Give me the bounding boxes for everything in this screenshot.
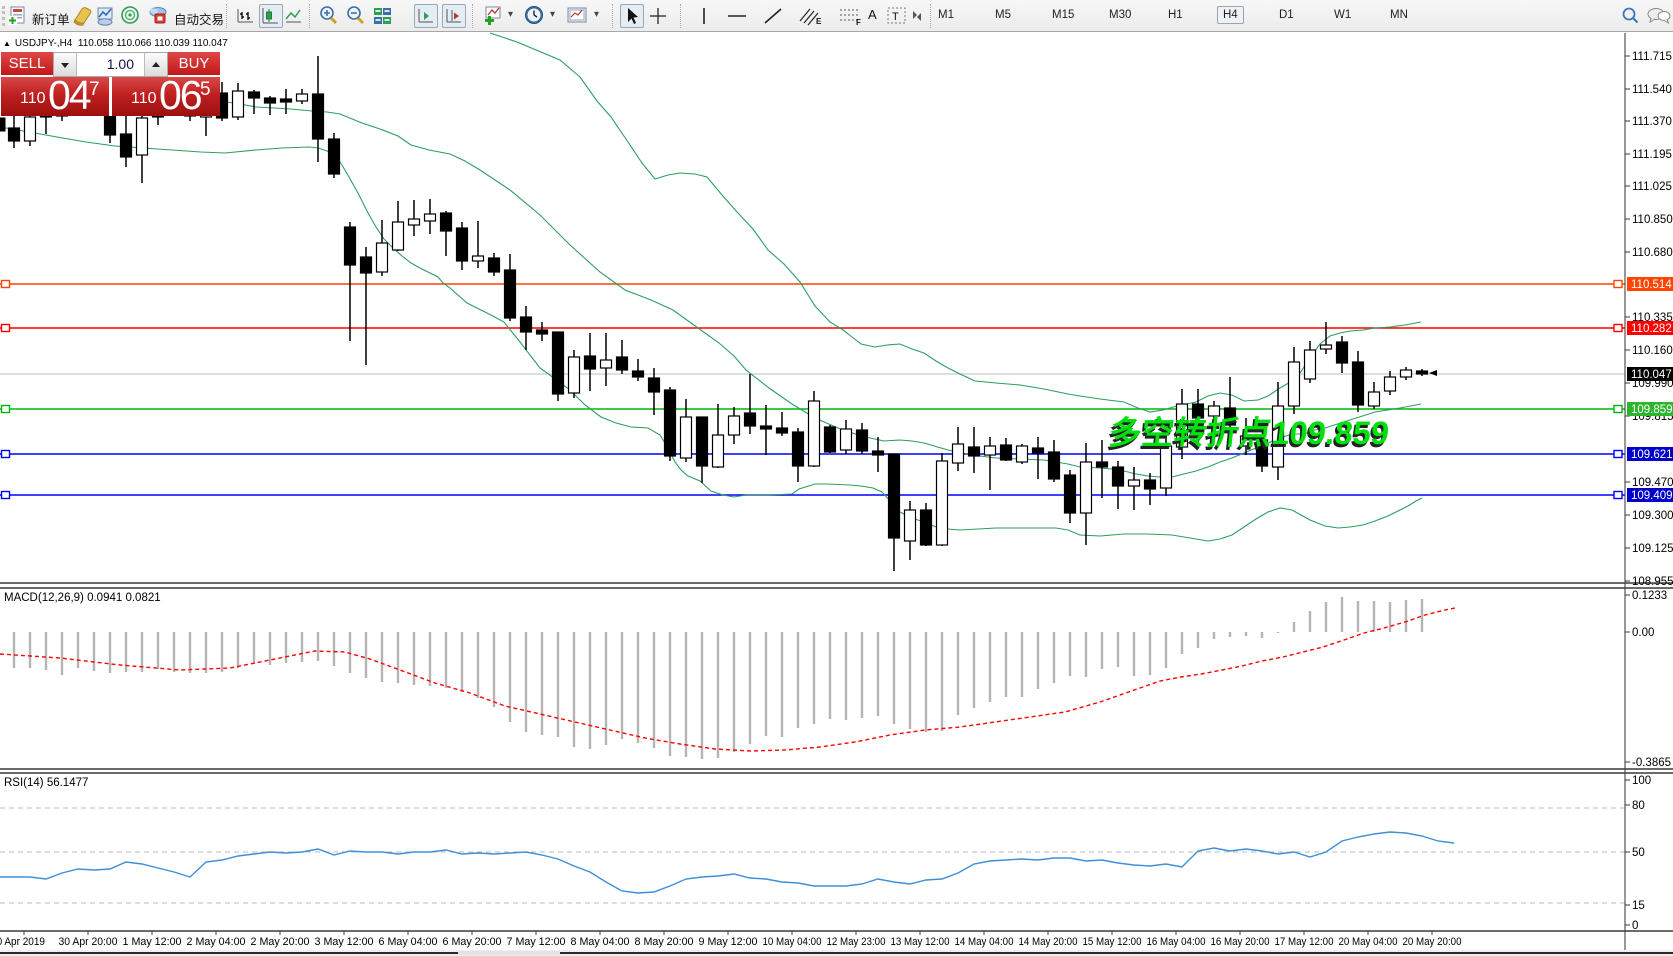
- svg-text:0.1233: 0.1233: [1632, 590, 1667, 602]
- svg-text:1 May 12:00: 1 May 12:00: [123, 936, 182, 948]
- svg-text:110.047: 110.047: [1631, 369, 1672, 381]
- svg-text:13 May 12:00: 13 May 12:00: [891, 936, 950, 948]
- svg-text:3 May 12:00: 3 May 12:00: [315, 936, 374, 948]
- svg-text:0: 0: [1632, 920, 1638, 932]
- svg-text:80: 80: [1632, 800, 1645, 812]
- svg-text:16 May 20:00: 16 May 20:00: [1211, 936, 1270, 948]
- svg-text:108.955: 108.955: [1632, 576, 1673, 588]
- svg-text:T: T: [892, 11, 899, 23]
- svg-text:109.125: 109.125: [1632, 543, 1673, 555]
- svg-text:15 May 12:00: 15 May 12:00: [1083, 936, 1142, 948]
- svg-text:12 May 23:00: 12 May 23:00: [827, 936, 886, 948]
- svg-text:6 May 04:00: 6 May 04:00: [379, 936, 438, 948]
- svg-text:多空转折点109.859: 多空转折点109.859: [1105, 418, 1389, 454]
- svg-text:110.514: 110.514: [1631, 279, 1672, 291]
- svg-text:109.409: 109.409: [1631, 490, 1673, 502]
- svg-text:20 May 04:00: 20 May 04:00: [1339, 936, 1398, 948]
- svg-text:7 May 12:00: 7 May 12:00: [507, 936, 566, 948]
- svg-text:109.621: 109.621: [1631, 449, 1673, 461]
- svg-text:110.282: 110.282: [1631, 323, 1672, 335]
- svg-text:8 May 04:00: 8 May 04:00: [571, 936, 630, 948]
- svg-text:多空转折点109.859: 多空转折点109.859: [1107, 415, 1391, 451]
- svg-text:110.160: 110.160: [1632, 345, 1673, 357]
- svg-text:14 May 20:00: 14 May 20:00: [1019, 936, 1078, 948]
- svg-text:9 May 12:00: 9 May 12:00: [699, 936, 758, 948]
- svg-text:50: 50: [1632, 847, 1645, 859]
- svg-text:111.370: 111.370: [1632, 116, 1672, 128]
- svg-text:109.300: 109.300: [1632, 510, 1673, 522]
- svg-text:8 May 20:00: 8 May 20:00: [635, 936, 694, 948]
- svg-text:30 Apr 2019: 30 Apr 2019: [0, 936, 45, 948]
- svg-text:RSI(14) 56.1477: RSI(14) 56.1477: [4, 777, 88, 789]
- svg-text:20 May 20:00: 20 May 20:00: [1403, 936, 1462, 948]
- svg-text:109.859: 109.859: [1631, 404, 1673, 416]
- svg-text:-0.3865: -0.3865: [1632, 757, 1671, 769]
- svg-text:17 May 12:00: 17 May 12:00: [1275, 936, 1334, 948]
- svg-text:2 May 20:00: 2 May 20:00: [251, 936, 310, 948]
- svg-text:MACD(12,26,9) 0.0941 0.0821: MACD(12,26,9) 0.0941 0.0821: [4, 592, 161, 604]
- svg-text:111.715: 111.715: [1632, 51, 1672, 63]
- svg-text:110.850: 110.850: [1632, 214, 1673, 226]
- svg-text:10 May 04:00: 10 May 04:00: [763, 936, 822, 948]
- svg-text:F: F: [856, 18, 861, 26]
- svg-text:E: E: [816, 17, 822, 26]
- svg-text:111.025: 111.025: [1632, 181, 1672, 193]
- svg-text:100: 100: [1632, 775, 1651, 787]
- svg-text:30 Apr 20:00: 30 Apr 20:00: [59, 936, 118, 948]
- svg-text:16 May 04:00: 16 May 04:00: [1147, 936, 1206, 948]
- svg-text:110.680: 110.680: [1632, 247, 1673, 259]
- svg-text:0.00: 0.00: [1632, 627, 1654, 639]
- svg-text:6 May 20:00: 6 May 20:00: [443, 936, 502, 948]
- svg-text:2 May 04:00: 2 May 04:00: [187, 936, 246, 948]
- svg-text:109.470: 109.470: [1632, 477, 1673, 489]
- svg-text:14 May 04:00: 14 May 04:00: [955, 936, 1014, 948]
- svg-text:111.195: 111.195: [1632, 149, 1672, 161]
- svg-text:111.540: 111.540: [1632, 84, 1672, 96]
- svg-text:15: 15: [1632, 900, 1645, 912]
